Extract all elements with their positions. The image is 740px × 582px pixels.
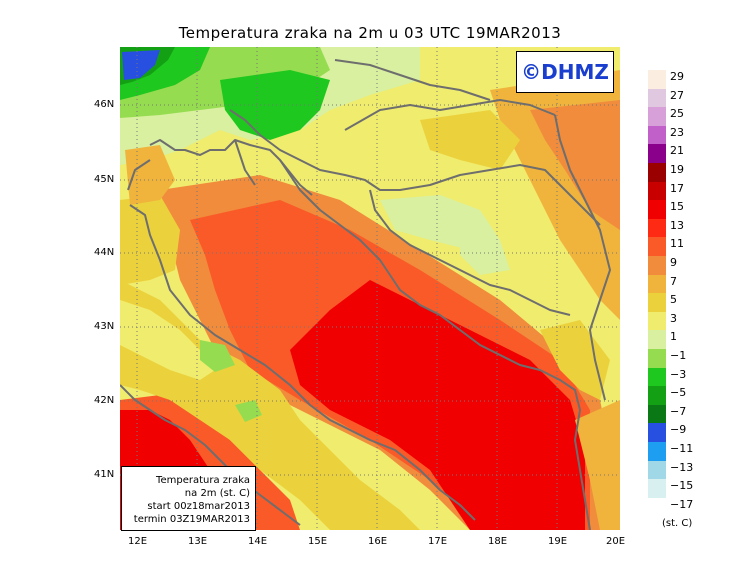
legend-label: 1	[670, 330, 677, 344]
lon-label-18e: 18E	[488, 536, 508, 547]
legend-label: 9	[670, 256, 677, 269]
legend-label: −5	[670, 386, 687, 400]
legend-swatch	[648, 479, 666, 498]
legend-swatch	[648, 349, 666, 368]
lon-label-15e: 15E	[308, 536, 328, 547]
legend-label: 23	[670, 125, 684, 139]
forecast-info-box: Temperatura zraka na 2m (st. C) start 00…	[121, 466, 256, 531]
legend-swatch	[648, 107, 666, 126]
legend-label: −11	[670, 442, 694, 455]
lat-label-42n: 42N	[94, 395, 115, 406]
legend-swatch	[648, 367, 666, 387]
lon-label-12e: 12E	[128, 536, 148, 547]
legend-swatch	[648, 237, 666, 256]
legend-swatch	[648, 442, 666, 461]
legend-label: 19	[670, 163, 684, 176]
legend-swatch	[648, 218, 666, 238]
legend-label: 29	[670, 70, 684, 83]
legend-swatch	[648, 497, 666, 517]
legend-label: −3	[670, 367, 687, 381]
legend-label: −17	[670, 497, 694, 511]
legend-label: 7	[670, 274, 677, 288]
lat-label-41n: 41N	[94, 469, 115, 480]
info-line-termin: termin 03Z19MAR2013	[133, 514, 250, 525]
legend-swatch	[648, 163, 666, 182]
lon-label-19e: 19E	[548, 536, 568, 547]
lat-label-45n: 45N	[94, 174, 115, 185]
lon-label-20e: 20E	[606, 536, 626, 547]
legend-label: −15	[670, 479, 694, 493]
legend-label: −1	[670, 349, 687, 362]
legend-swatch	[648, 404, 666, 424]
legend-label: 25	[670, 107, 684, 121]
legend-label: −7	[670, 404, 687, 418]
info-line-start: start 00z18mar2013	[147, 501, 250, 512]
legend-label: 17	[670, 181, 684, 195]
legend-label: 11	[670, 237, 684, 251]
legend-unit: (st. C)	[662, 518, 693, 529]
legend-swatch	[648, 330, 666, 349]
legend-swatch	[648, 423, 666, 442]
legend-swatch	[648, 386, 666, 405]
lon-label-14e: 14E	[248, 536, 268, 547]
dhmz-brand-box: ©DHMZ	[516, 51, 614, 93]
map-title: Temperatura zraka na 2m u 03 UTC 19MAR20…	[178, 24, 562, 42]
temperature-field	[120, 47, 620, 530]
legend-swatch	[648, 460, 666, 480]
legend-label: −13	[670, 460, 694, 474]
legend-label: 15	[670, 200, 684, 214]
legend-swatch	[648, 125, 666, 145]
lon-label-16e: 16E	[368, 536, 388, 547]
legend-swatch	[648, 88, 666, 108]
lat-label-43n: 43N	[94, 321, 115, 332]
lon-label-13e: 13E	[188, 536, 208, 547]
legend-label: 5	[670, 293, 677, 307]
legend-swatch	[648, 311, 666, 331]
graticule	[120, 47, 620, 530]
lat-label-44n: 44N	[94, 247, 115, 258]
legend-swatch	[648, 274, 666, 294]
legend-swatch	[648, 293, 666, 312]
legend-swatch	[648, 256, 666, 275]
legend-swatch	[648, 200, 666, 219]
legend-label: 21	[670, 144, 684, 158]
info-line-unit: na 2m (st. C)	[184, 488, 250, 499]
legend-label: 3	[670, 311, 677, 325]
legend-swatch	[648, 70, 666, 89]
legend-swatch	[648, 144, 666, 163]
legend-label: 27	[670, 88, 684, 102]
legend-label: −9	[670, 423, 687, 437]
lat-label-46n: 46N	[94, 99, 115, 110]
lon-label-17e: 17E	[428, 536, 448, 547]
info-line-variable: Temperatura zraka	[156, 475, 250, 486]
legend-swatch	[648, 181, 666, 201]
coastlines-and-borders	[120, 59, 611, 530]
legend-label: 13	[670, 218, 684, 232]
